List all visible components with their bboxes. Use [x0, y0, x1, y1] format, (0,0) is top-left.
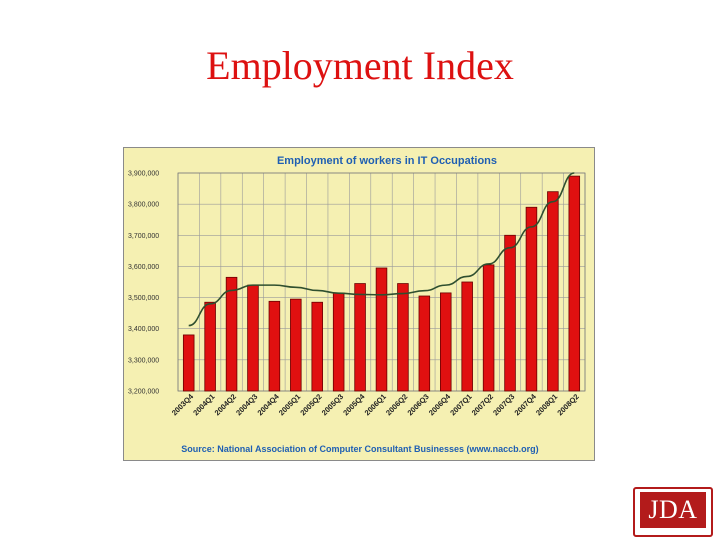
x-tick-label: 2006Q4 [427, 391, 453, 417]
bar-2007Q3 [504, 234, 516, 392]
y-tick-label: 3,600,000 [128, 264, 159, 271]
x-tick-label: 2008Q2 [555, 392, 580, 417]
bar-2004Q4 [268, 300, 281, 392]
gridlines [177, 172, 586, 392]
y-tick-label: 3,200,000 [128, 389, 159, 396]
x-tick-label: 2004Q3 [234, 392, 259, 417]
x-tick-label: 2007Q1 [448, 392, 473, 417]
trend-line-layer [188, 172, 575, 327]
x-tick-label: 2006Q3 [406, 392, 431, 417]
chart-title: Employment of workers in IT Occupations [277, 155, 497, 167]
logo-text: JDA [648, 495, 698, 524]
bar-2006Q4 [440, 292, 452, 392]
x-tick-label: 2004Q4 [256, 391, 282, 417]
bar-2007Q1 [461, 281, 473, 392]
x-tick-label: 2005Q3 [320, 392, 345, 417]
x-tick-label: 2004Q2 [213, 392, 238, 417]
x-tick-label: 2005Q2 [298, 392, 323, 417]
slide-title: Employment Index [206, 43, 514, 88]
bar-2003Q4 [182, 334, 195, 392]
bar-series [182, 175, 581, 392]
bar-2005Q2 [311, 301, 323, 392]
employment-bar-chart: Employment of workers in IT Occupations … [128, 155, 586, 454]
chart-source: Source: National Association of Computer… [181, 444, 538, 454]
bar-2007Q4 [525, 206, 538, 392]
bar-2006Q3 [418, 295, 431, 392]
bar-2004Q1 [204, 301, 216, 392]
x-tick-label: 2007Q2 [470, 392, 495, 417]
bar-2008Q2 [568, 175, 581, 392]
chart-panel: Employment of workers in IT Occupations … [123, 147, 595, 461]
bar-2008Q1 [547, 191, 559, 392]
x-tick-label: 2004Q1 [191, 392, 216, 417]
bar-2006Q2 [397, 283, 409, 392]
trend-line [188, 172, 575, 327]
x-tick-label: 2005Q1 [277, 392, 302, 417]
bar-2005Q3 [332, 292, 345, 392]
y-tick-label: 3,700,000 [128, 233, 159, 240]
bar-2004Q2 [225, 276, 238, 392]
x-tick-label: 2006Q1 [363, 392, 388, 417]
logo-block [640, 492, 706, 528]
bar-2006Q1 [375, 267, 388, 392]
x-tick-label: 2007Q4 [513, 391, 539, 417]
y-tick-label: 3,900,000 [128, 171, 159, 178]
y-axis-ticks: 3,200,000 3,300,000 3,400,000 3,500,000 3,60… [128, 171, 159, 396]
bar-2005Q4 [354, 283, 366, 392]
y-tick-label: 3,300,000 [128, 357, 159, 364]
x-tick-label: 2007Q3 [491, 392, 516, 417]
y-tick-label: 3,400,000 [128, 326, 159, 333]
y-tick-label: 3,500,000 [128, 295, 159, 302]
jda-logo: JDA [633, 487, 715, 537]
bar-2007Q2 [482, 264, 495, 392]
x-axis-ticks: 2003Q42004Q12004Q22004Q32004Q42005Q12005… [170, 391, 581, 417]
bar-2004Q3 [247, 284, 259, 392]
x-tick-label: 2006Q2 [384, 392, 409, 417]
bar-2005Q1 [290, 298, 302, 392]
x-tick-label: 2005Q4 [341, 391, 367, 417]
x-tick-label: 2008Q1 [534, 392, 559, 417]
x-tick-label: 2003Q4 [170, 391, 196, 417]
y-tick-label: 3,800,000 [128, 202, 159, 209]
